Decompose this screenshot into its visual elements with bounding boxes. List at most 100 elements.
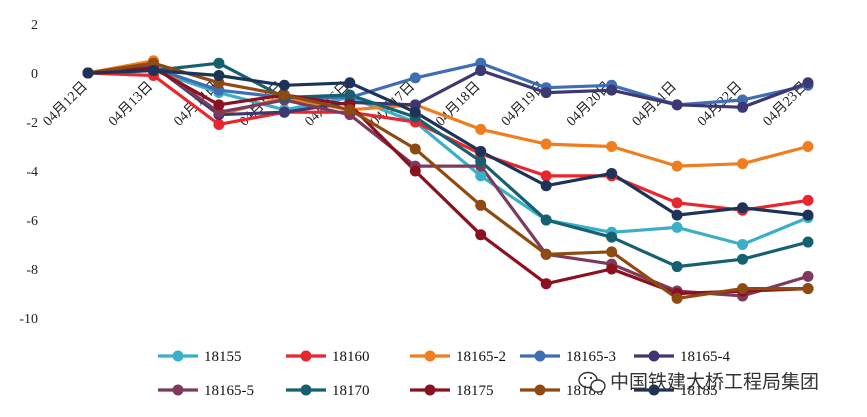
data-point-18170 [671, 261, 683, 273]
y-tick-label: -8 [26, 263, 38, 278]
x-tick-label: 04月12日 [40, 79, 91, 130]
legend-label: 18160 [332, 349, 370, 365]
data-point-18185 [671, 209, 683, 221]
data-point-18170 [475, 155, 487, 167]
data-point-18165-4 [540, 87, 552, 99]
legend-item: 18175 [410, 383, 494, 399]
data-point-18175 [475, 229, 487, 241]
legend-label: 18165-5 [204, 383, 254, 399]
legend-swatch-marker [648, 384, 660, 396]
legend-item: 18165-3 [520, 349, 616, 365]
legend-item: 18155 [158, 349, 242, 365]
data-point-18165-4 [475, 65, 487, 77]
legend-label: 18170 [332, 383, 370, 399]
data-point-18185 [213, 69, 225, 81]
series-line-18170 [86, 61, 810, 269]
data-point-18180 [802, 283, 814, 295]
data-point-18180 [671, 292, 683, 304]
data-point-18165-4 [278, 106, 290, 118]
data-point-18170 [606, 231, 618, 243]
legend: 18155 18160 18165-2 18165-3 18165-4 18165-5 18… [158, 349, 730, 399]
legend-swatch-marker [172, 350, 184, 362]
y-axis: 2 0 -2 -4 -6 -8 -10 [19, 18, 38, 327]
data-point-18165-4 [802, 77, 814, 89]
legend-swatch-marker [534, 350, 546, 362]
data-point-18165-4 [606, 84, 618, 96]
wechat-icon [578, 371, 606, 393]
data-point-18185 [737, 202, 749, 214]
data-point-18160 [213, 118, 225, 130]
legend-label: 18155 [204, 349, 242, 365]
data-point-18170 [737, 253, 749, 265]
data-point-18175 [213, 99, 225, 111]
data-point-18180 [278, 89, 290, 101]
data-point-18155 [737, 239, 749, 250]
y-tick-label: -10 [19, 312, 38, 327]
data-point-18180 [540, 248, 552, 260]
y-tick-label: -4 [26, 165, 38, 180]
legend-swatch-marker [424, 384, 436, 396]
series-line-18185 [86, 68, 810, 217]
data-point-18165-2 [606, 141, 618, 152]
data-point-18155 [475, 170, 487, 182]
legend-item: 18165-4 [634, 349, 730, 365]
data-point-18180 [409, 143, 421, 155]
data-point-18185 [409, 106, 421, 118]
x-tick-label: 04月13日 [105, 79, 156, 130]
legend-label: 18185 [680, 383, 718, 399]
watermark: 中国铁建大桥工程局集团 [578, 371, 819, 393]
data-point-18180 [737, 283, 749, 295]
series-points [82, 55, 814, 304]
data-point-18160 [540, 170, 552, 182]
series-line-18175 [86, 66, 810, 296]
data-point-18170 [540, 214, 552, 226]
series-line-18180 [86, 61, 810, 300]
data-point-18165-2 [737, 158, 749, 170]
data-point-18185 [475, 145, 487, 157]
data-point-18175 [606, 263, 618, 275]
legend-item: 18160 [286, 349, 370, 365]
data-point-18175 [409, 165, 421, 177]
y-tick-label: 2 [31, 18, 38, 33]
data-point-18170 [802, 236, 814, 248]
data-point-18170 [213, 57, 225, 69]
legend-label: 18165-3 [566, 349, 616, 365]
data-point-18180 [606, 246, 618, 258]
data-point-18185 [344, 77, 356, 89]
data-point-18165-4 [671, 99, 683, 111]
data-point-18160 [802, 194, 814, 206]
y-tick-label: -6 [26, 214, 38, 229]
data-point-18185 [82, 67, 94, 79]
data-point-18185 [606, 167, 618, 179]
y-tick-label: 0 [31, 67, 38, 82]
legend-swatch-marker [300, 350, 312, 362]
data-point-18185 [147, 65, 159, 77]
data-point-18175 [540, 278, 552, 290]
legend-swatch-marker [172, 384, 184, 396]
data-point-18155 [671, 221, 683, 233]
watermark-text: 中国铁建大桥工程局集团 [610, 371, 819, 393]
legend-swatch-marker [424, 350, 436, 362]
data-point-18185 [278, 79, 290, 91]
legend-label: 18165-2 [456, 349, 506, 365]
legend-item: 18165-2 [410, 349, 506, 365]
data-point-18165-2 [540, 138, 552, 150]
legend-item: 18185 [634, 383, 718, 399]
data-point-18170 [344, 89, 356, 101]
data-point-18185 [540, 180, 552, 192]
data-point-18185 [802, 209, 814, 221]
y-tick-label: -2 [26, 116, 38, 131]
data-point-18165-2 [802, 141, 814, 152]
data-point-18165-4 [737, 101, 749, 113]
data-point-18165-2 [475, 123, 487, 135]
data-point-18180 [344, 104, 356, 116]
legend-swatch-marker [534, 384, 546, 396]
data-point-18180 [475, 199, 487, 211]
legend-swatch-marker [648, 350, 660, 362]
data-point-18165-3 [409, 72, 421, 84]
data-point-18160 [671, 197, 683, 209]
data-point-18165-5 [802, 270, 814, 282]
legend-item: 18170 [286, 383, 370, 399]
legend-label: 18165-4 [680, 349, 730, 365]
